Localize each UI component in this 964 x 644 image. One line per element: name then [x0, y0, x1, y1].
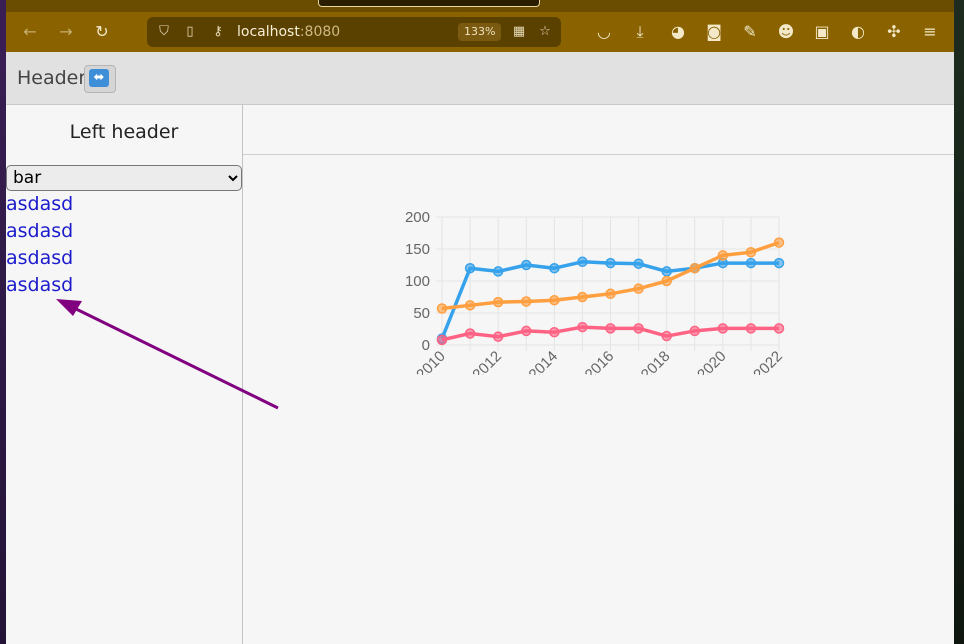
- eyedropper-icon[interactable]: ✎: [743, 22, 757, 41]
- y-tick-label: 200: [405, 209, 430, 226]
- swap-arrows-icon: ⬌: [89, 69, 109, 87]
- browser-toolbar: ← → ↻ ⛉ ▯ ⚷ localhost:8080 133% ▦ ☆ ◡ ⤓ …: [6, 12, 954, 52]
- series-3-point: [773, 323, 785, 334]
- series-3-point: [492, 331, 504, 342]
- extension-circle-icon[interactable]: ◐: [851, 22, 865, 41]
- menu-hamburger-icon[interactable]: ≡: [923, 22, 937, 41]
- series-3-point: [577, 321, 588, 333]
- series-2-point: [549, 294, 560, 306]
- series-2-point: [717, 250, 729, 261]
- url-text[interactable]: localhost:8080: [237, 23, 340, 41]
- connection-icon[interactable]: ⚷: [213, 24, 223, 39]
- series-2-point: [577, 291, 588, 303]
- series-2-point: [773, 237, 785, 248]
- url-host: localhost: [237, 24, 300, 40]
- extension-mask-icon[interactable]: ◙: [706, 22, 722, 41]
- series-1-point: [492, 266, 504, 277]
- right-panel: 0 50 100 150 200 2010 2012 2014 2016 2018 2020 2022: [243, 105, 954, 644]
- bookmark-star-icon[interactable]: ☆: [539, 24, 551, 39]
- series-3-point: [689, 325, 700, 337]
- active-tab[interactable]: [318, 0, 540, 7]
- browser-window: ← → ↻ ⛉ ▯ ⚷ localhost:8080 133% ▦ ☆ ◡ ⤓ …: [6, 0, 954, 644]
- series-2-point: [689, 262, 700, 274]
- zoom-badge[interactable]: 133%: [458, 23, 502, 41]
- reload-icon[interactable]: ↻: [95, 22, 109, 41]
- series-1-point: [464, 262, 476, 274]
- series-3-point: [605, 323, 616, 334]
- tab-strip: [6, 0, 954, 12]
- series-3-point: [745, 323, 757, 334]
- series-1-point: [605, 257, 616, 269]
- series-2-point: [745, 246, 757, 258]
- url-port: :8080: [299, 24, 341, 40]
- left-panel: Left header bar asdasd asdasd asdasd asd…: [6, 105, 243, 644]
- left-link-4[interactable]: asdasd: [6, 274, 74, 296]
- left-link-1[interactable]: asdasd: [6, 193, 74, 215]
- forward-icon[interactable]: →: [59, 22, 73, 41]
- right-header: [243, 105, 954, 155]
- page-header: Header ⬌: [6, 52, 954, 105]
- series-2-point: [661, 275, 672, 287]
- y-tick-label: 0: [422, 337, 430, 354]
- page-icon: ▯: [186, 24, 194, 39]
- series-2-point: [464, 300, 476, 311]
- arrow-head: [56, 299, 82, 316]
- extensions-puzzle-icon[interactable]: ✣: [887, 22, 901, 41]
- series-3-point: [717, 323, 729, 334]
- series-2-point: [633, 283, 644, 294]
- series-1-point: [773, 257, 785, 269]
- swap-button[interactable]: ⬌: [84, 65, 116, 93]
- pocket-icon[interactable]: ◡: [597, 22, 611, 41]
- series-3-point: [661, 330, 672, 342]
- series-2-point: [436, 303, 448, 314]
- url-bar[interactable]: ⛉ ▯ ⚷ localhost:8080 133% ▦ ☆: [147, 17, 561, 47]
- series-2-point: [492, 296, 504, 308]
- page-title: Header: [17, 67, 87, 89]
- desktop-background-right: [954, 0, 964, 644]
- series-3-point: [464, 328, 476, 339]
- left-link-3[interactable]: asdasd: [6, 247, 74, 269]
- series-1-point: [577, 256, 588, 268]
- left-header: Left header: [69, 121, 179, 143]
- y-tick-label: 150: [405, 241, 430, 258]
- extension-face-icon[interactable]: ☻: [777, 22, 795, 41]
- series-2-point: [521, 296, 532, 307]
- series-3-point: [436, 334, 448, 346]
- qr-icon[interactable]: ▦: [512, 24, 526, 39]
- series-2-point: [605, 288, 616, 300]
- firefox-account-icon[interactable]: ◕: [671, 22, 685, 41]
- arrow-shaft: [69, 304, 279, 410]
- y-tick-label: 100: [405, 273, 430, 290]
- series-1-point: [521, 259, 532, 271]
- series-3-point: [549, 326, 560, 338]
- series-1-point: [745, 257, 757, 269]
- series-3-point: [633, 323, 644, 334]
- left-link-2[interactable]: asdasd: [6, 220, 74, 242]
- extension-h-icon[interactable]: ▣: [814, 22, 830, 41]
- series-1-point: [633, 258, 644, 269]
- back-icon[interactable]: ←: [23, 22, 37, 41]
- shield-icon[interactable]: ⛉: [159, 24, 169, 39]
- download-icon[interactable]: ⤓: [636, 22, 644, 41]
- series-3-point: [521, 325, 532, 337]
- y-tick-label: 50: [413, 305, 430, 322]
- chart-type-select[interactable]: bar: [6, 165, 242, 191]
- series-1-point: [549, 262, 560, 274]
- page-content: Header ⬌ Left header bar asdasd asdasd a…: [6, 52, 954, 644]
- desktop-background-left: [0, 0, 6, 644]
